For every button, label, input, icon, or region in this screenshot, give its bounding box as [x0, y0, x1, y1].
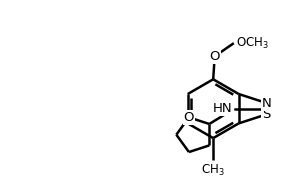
Text: $\mathregular{CH_3}$: $\mathregular{CH_3}$: [201, 162, 225, 178]
Text: $\mathregular{OCH_3}$: $\mathregular{OCH_3}$: [236, 36, 269, 51]
Text: N: N: [262, 97, 272, 110]
Text: S: S: [262, 108, 271, 121]
Text: O: O: [184, 111, 194, 124]
Text: HN: HN: [213, 102, 233, 115]
Text: O: O: [209, 50, 220, 63]
